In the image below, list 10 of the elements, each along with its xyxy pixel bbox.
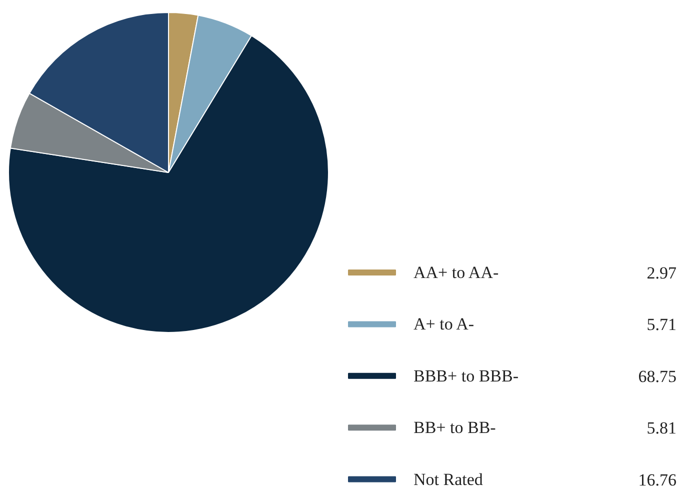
legend-label: A+ to A- [414, 314, 474, 334]
legend-label: AA+ to AA- [414, 263, 499, 282]
data-label: 2.97 [646, 264, 677, 282]
legend-label: Not Rated [414, 470, 484, 487]
data-label: 5.81 [646, 418, 676, 438]
data-label: 68.75 [638, 366, 676, 386]
legend-label: BB+ to BB- [414, 418, 496, 438]
data-label: 5.71 [646, 315, 676, 334]
legend-label: BBB+ to BBB- [414, 366, 519, 386]
data-label: 16.76 [638, 470, 676, 487]
